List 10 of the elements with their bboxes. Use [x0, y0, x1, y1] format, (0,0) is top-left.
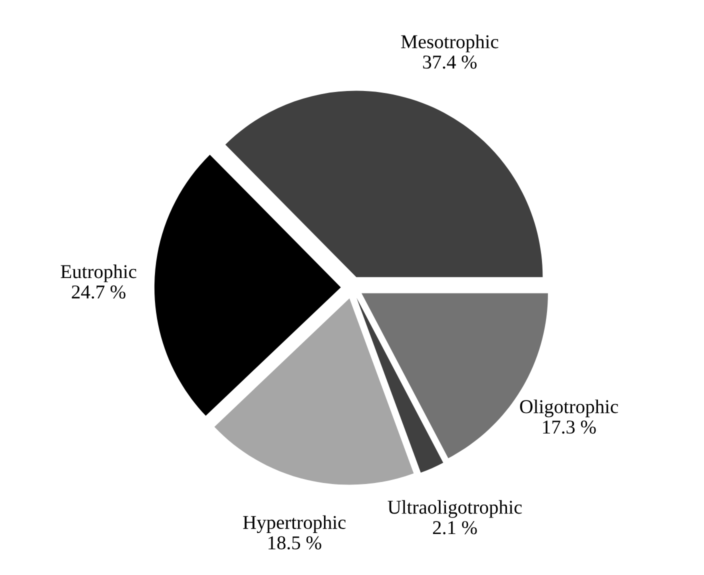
- data-label: 2.1 %: [433, 521, 477, 534]
- data-label: 18.5 %: [268, 536, 322, 550]
- slice-label: Eutrophic: [60, 264, 136, 282]
- slice-label: Mesotrophic: [401, 34, 498, 52]
- data-label: 17.3 %: [543, 420, 596, 434]
- slice-label: Hypertrophic: [243, 515, 346, 534]
- slice-label: Oligotrophic: [520, 400, 618, 418]
- data-label: 37.4 %: [423, 56, 477, 69]
- data-label: 24.7 %: [72, 285, 126, 299]
- slice-label: Ultraoligotrophic: [388, 500, 522, 518]
